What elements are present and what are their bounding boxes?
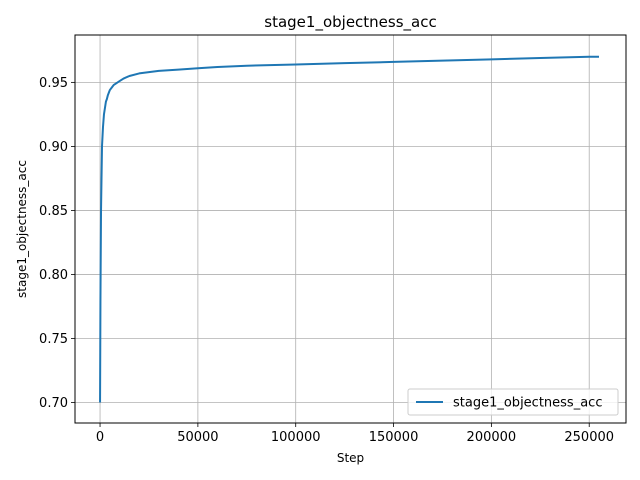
y-tick-label: 0.85 — [39, 204, 68, 219]
y-tick-label: 0.95 — [39, 76, 68, 91]
series-line — [99, 55, 599, 403]
x-tick-label: 50000 — [177, 430, 218, 445]
series-layer — [99, 55, 599, 403]
x-axis-ticks: 0 50000 100000 150000 200000 250000 — [96, 423, 614, 445]
x-tick-label: 200000 — [467, 430, 517, 445]
y-tick-label: 0.80 — [39, 268, 68, 283]
y-axis-title: stage1_objectness_acc — [15, 160, 29, 298]
legend-box — [407, 388, 619, 416]
legend: stage1_objectness_acc — [407, 388, 619, 416]
x-tick-label: 250000 — [564, 430, 614, 445]
plot-frame — [74, 34, 627, 424]
legend-label: stage1_objectness_acc — [453, 396, 602, 411]
x-tick-label: 0 — [96, 430, 104, 445]
x-tick-label: 150000 — [369, 430, 419, 445]
x-axis-title: Step — [337, 451, 364, 465]
grid-lines — [75, 35, 626, 423]
y-tick-label: 0.90 — [39, 140, 68, 155]
x-tick-label: 100000 — [271, 430, 321, 445]
chart-title: stage1_objectness_acc — [264, 13, 436, 32]
y-tick-label: 0.75 — [39, 332, 68, 347]
y-tick-label: 0.70 — [39, 396, 68, 411]
plot-area — [75, 35, 626, 423]
y-axis-ticks: 0.70 0.75 0.80 0.85 0.90 0.95 — [39, 76, 75, 411]
